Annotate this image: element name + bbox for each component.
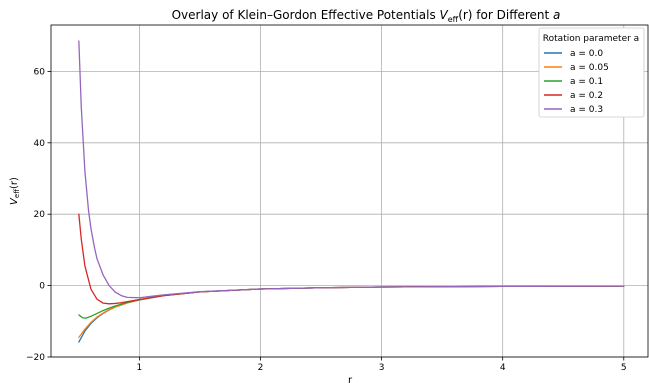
title-prefix: Overlay of Klein–Gordon Effective Potent… <box>172 8 440 22</box>
legend-title: Rotation parameter a <box>543 34 639 44</box>
title-middle: (r) for Different <box>458 8 553 22</box>
legend-box <box>538 27 645 118</box>
series-line-4 <box>78 40 625 299</box>
legend-label-0: a = 0.0 <box>570 49 603 59</box>
x-tick-label: 1 <box>137 363 143 373</box>
chart-title: Overlay of Klein–Gordon Effective Potent… <box>172 8 561 24</box>
x-tick-label: 3 <box>379 363 385 373</box>
title-a: a <box>553 8 560 22</box>
x-tick-label: 4 <box>500 363 506 373</box>
ylabel-rest: (r) <box>9 177 20 189</box>
legend-label-1: a = 0.05 <box>570 63 609 73</box>
legend-label-3: a = 0.2 <box>570 91 603 101</box>
x-tick-label: 5 <box>621 363 627 373</box>
axis-ticks: 1 2 3 4 5 −20 0 20 40 60 <box>26 67 627 373</box>
series-line-1 <box>78 285 625 339</box>
series-line-0 <box>78 285 625 343</box>
legend-label-2: a = 0.1 <box>570 77 603 87</box>
title-v: V <box>440 8 449 22</box>
y-tick-label: 40 <box>34 139 46 149</box>
legend-label-4: a = 0.3 <box>570 105 603 115</box>
plot-frame <box>50 24 649 358</box>
y-tick-label: 0 <box>39 282 45 292</box>
title-v-sub: eff <box>448 15 459 24</box>
series-line-2 <box>78 285 625 319</box>
y-tick-label: −20 <box>26 353 45 363</box>
x-tick-label: 2 <box>258 363 264 373</box>
y-tick-label: 20 <box>34 210 46 220</box>
y-tick-label: 60 <box>34 67 46 77</box>
legend-items: a = 0.0 a = 0.05 a = 0.1 a = 0.2 a = 0.3 <box>544 49 609 115</box>
x-axis-label: r <box>348 375 353 383</box>
series-line-3 <box>78 213 625 305</box>
legend: Rotation parameter a a = 0.0a = 0.05a = … <box>538 27 645 118</box>
ylabel-v: V <box>9 197 20 205</box>
series-lines <box>78 40 625 343</box>
y-axis-label: Veff(r) <box>9 177 21 205</box>
ylabel-sub: eff <box>13 189 21 198</box>
